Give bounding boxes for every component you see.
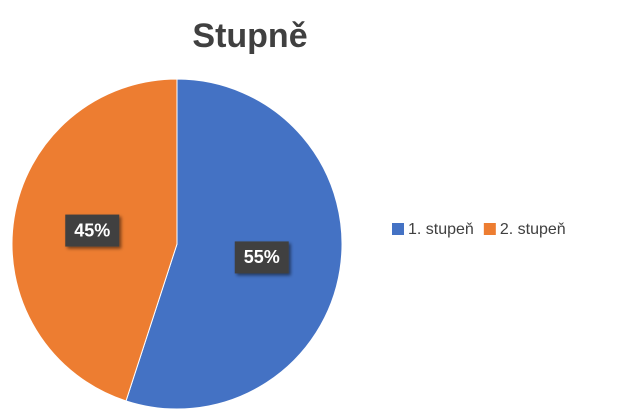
chart-title: Stupně bbox=[192, 17, 307, 55]
legend-swatch bbox=[392, 223, 404, 235]
legend-label: 1. stupeň bbox=[408, 221, 474, 238]
data-label: 45% bbox=[74, 220, 110, 240]
pie-slice bbox=[125, 78, 343, 410]
legend-swatch bbox=[483, 223, 496, 235]
label-box bbox=[65, 214, 120, 247]
label-box bbox=[234, 241, 289, 274]
legend-label: 2. stupeň bbox=[500, 221, 566, 238]
data-label: 55% bbox=[244, 247, 280, 267]
